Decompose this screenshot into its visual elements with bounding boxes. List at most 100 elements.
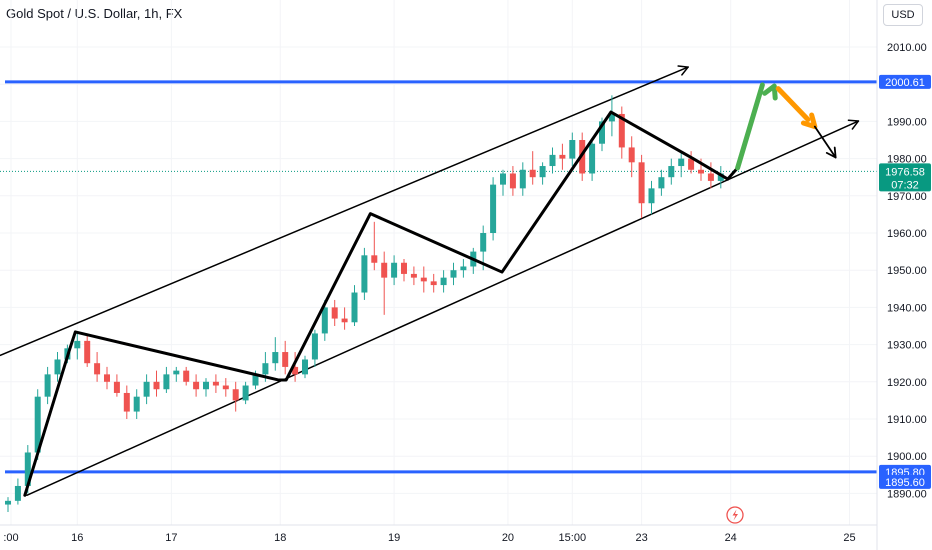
candle-body [519,169,526,189]
price-tick: 1900.00 [887,451,927,463]
time-tick: 25 [843,532,855,544]
price-tick: 1960.00 [887,228,927,240]
zigzag-pattern[interactable] [23,110,740,497]
time-axis[interactable]: :00 16 17 18 19 20 15:00 23 24 25 [0,524,877,544]
candle-body [490,184,497,233]
candle-body [717,173,724,181]
last-price-badge: 1976.58 [885,166,925,178]
time-tick: 24 [725,532,737,544]
price-tick: 1910.00 [887,414,927,426]
candle-body [74,340,81,349]
candle-body [331,307,338,319]
candle-body [252,374,259,386]
channel-lower-line[interactable] [26,120,860,497]
candle-body [381,262,388,278]
price-tick: 1890.00 [887,488,927,500]
candle-body [34,396,41,453]
black-arrowhead [825,146,837,159]
trend-channel[interactable] [0,65,860,497]
candle-body [391,262,398,278]
candle-body [242,385,249,401]
candle-body [153,381,160,390]
candle-body [212,381,219,386]
candle-body [5,500,11,505]
countdown-badge: 07:32 [891,179,919,191]
orange-projection-arrow[interactable] [775,86,811,123]
candle-body [420,277,427,282]
candle-body [638,162,645,204]
candle-body [698,169,704,174]
lightning-icon[interactable] [726,506,744,524]
candle-body [262,363,269,375]
candle-body [94,363,101,375]
zigzag-line[interactable] [23,110,730,497]
price-tick: 1990.00 [887,116,927,128]
support-price-badge-lower-bg [879,474,931,489]
price-tick: 1950.00 [887,265,927,277]
candle-body [113,381,120,393]
candle-body [44,374,51,397]
candle-body [232,389,239,401]
candle-body [460,266,467,271]
candle-body [104,374,110,382]
candle-body [658,177,665,189]
black-projection-line[interactable] [813,125,837,159]
price-tick: 1980.00 [887,154,927,166]
last-price-badge-bg [879,163,931,192]
price-tick: 1970.00 [887,191,927,203]
candle-body [183,370,190,382]
candle-body [84,340,91,364]
resistance-price-badge: 2000.61 [885,77,925,89]
green-arrowhead [762,83,778,101]
channel-upper-line[interactable] [0,66,689,357]
resistance-price-badge-bg [879,74,931,89]
price-tick: 1940.00 [887,302,927,314]
candle-body [341,318,348,323]
symbol-title: Gold Spot / U.S. Dollar, 1h, FX [6,6,183,21]
channel-upper-arrowhead [677,65,689,76]
time-tick: 17 [165,532,177,544]
candle-body [351,292,358,323]
price-tick: 2010.00 [887,42,927,54]
time-tick: 15:00 [559,532,587,544]
candle-body [282,352,289,367]
candle-body [302,359,308,375]
candle-body [203,381,209,390]
candle-body [589,143,596,174]
green-projection-arrow[interactable] [735,82,765,171]
candle-body [123,392,130,412]
candle-body [628,147,635,163]
candle-body [410,273,417,278]
currency-selector[interactable]: USD [883,4,923,26]
candle-body [163,374,170,390]
projection-arrows[interactable] [735,82,837,171]
candle-body [143,381,150,397]
time-tick: 20 [502,532,514,544]
candle-body [529,169,536,178]
candles [5,95,724,512]
time-tick: 23 [635,532,647,544]
candle-body [688,158,695,170]
candle-body [450,270,457,278]
candle-body [54,359,61,375]
price-tick: 1920.00 [887,377,927,389]
channel-lower-arrowhead [847,119,860,130]
time-tick: 19 [388,532,400,544]
candle-body [509,173,516,189]
price-tick: 1930.00 [887,340,927,352]
candle-body [24,452,31,486]
candle-body [618,113,625,148]
candle-body [707,173,714,181]
time-tick: 16 [71,532,83,544]
candle-body [668,166,675,178]
candle-body [599,121,605,144]
time-tick: 18 [274,532,286,544]
candle-body [678,158,685,167]
candle-body [321,307,328,334]
candle-body [648,188,655,204]
candle-body [549,154,556,167]
candle-body [14,485,21,501]
candle-body [311,333,318,360]
